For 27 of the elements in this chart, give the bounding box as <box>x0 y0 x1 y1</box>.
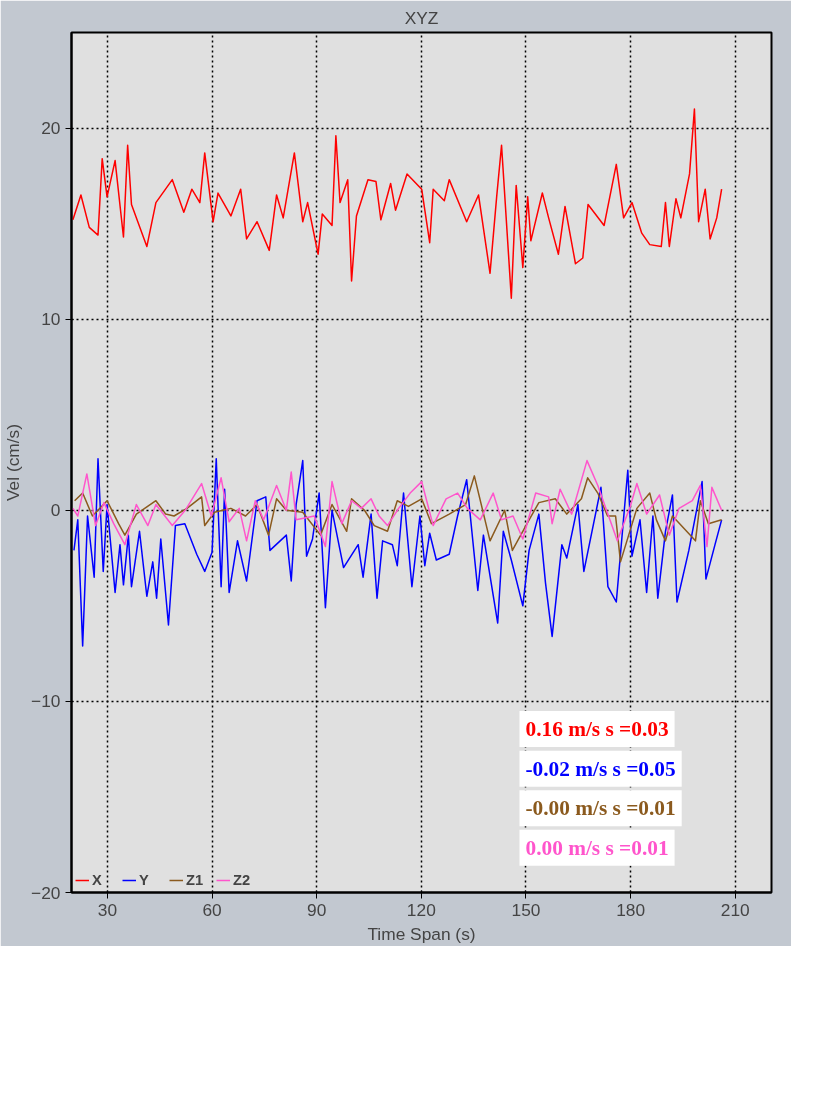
x-tick-label: 60 <box>202 899 222 920</box>
annotation: 0.16 m/s s =0.03 <box>525 717 669 742</box>
annotation: -0.00 m/s s =0.01 <box>525 796 676 821</box>
y-axis-title: Vel (cm/s) <box>3 423 24 502</box>
x-tick-label: 210 <box>720 899 750 920</box>
line-series <box>72 108 723 299</box>
y-tick-label: 10 <box>41 309 61 330</box>
legend-label: Y <box>139 872 150 888</box>
x-tick-label: 30 <box>97 899 118 920</box>
x-tick-label: 150 <box>511 899 541 920</box>
legend-label: Z2 <box>233 872 252 888</box>
legend-label: Z1 <box>186 872 205 888</box>
line-series <box>72 459 723 548</box>
chart-title: XYZ <box>404 7 439 28</box>
y-tick-label: −20 <box>31 882 61 903</box>
y-tick-label: 20 <box>41 118 61 139</box>
x-tick-label: 120 <box>406 899 436 920</box>
x-tick-label: 90 <box>307 899 327 920</box>
line-series <box>73 457 723 647</box>
legend-label: X <box>92 872 103 888</box>
y-tick-label: −10 <box>31 691 61 712</box>
y-tick-label: 0 <box>50 500 61 521</box>
x-axis-title: Time Span (s) <box>367 923 476 944</box>
annotation: 0.00 m/s s =0.01 <box>525 835 669 860</box>
annotation: -0.02 m/s s =0.05 <box>525 756 676 781</box>
x-tick-label: 180 <box>616 899 646 920</box>
line-series <box>73 475 723 563</box>
